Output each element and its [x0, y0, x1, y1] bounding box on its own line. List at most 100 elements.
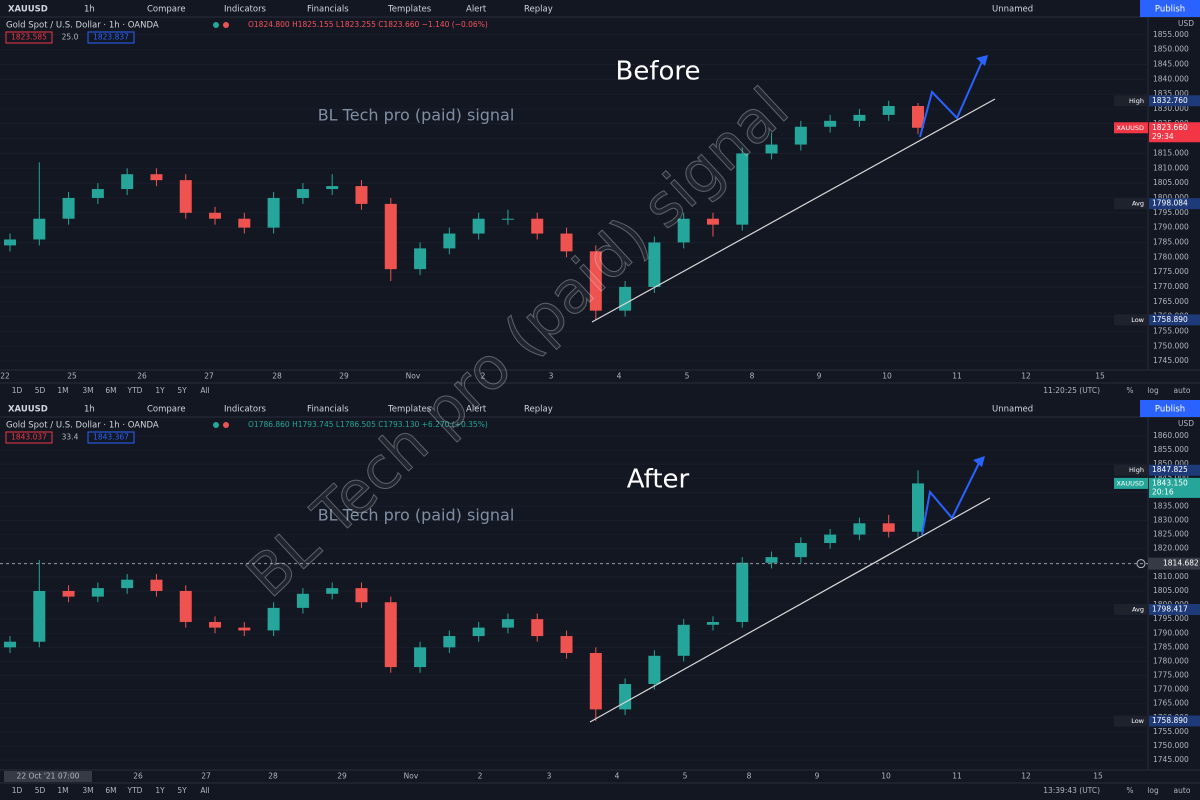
- y-tick-label: 1810.000: [1153, 163, 1189, 172]
- candle-body: [677, 218, 690, 243]
- candle-body: [33, 590, 46, 642]
- range-button[interactable]: 1Y: [155, 786, 165, 795]
- x-tick-label: 27: [204, 372, 214, 381]
- x-tick-label: 11: [952, 772, 962, 781]
- range-button[interactable]: 1M: [57, 786, 68, 795]
- status-dot: [213, 422, 219, 428]
- x-tick-label: 8: [747, 772, 752, 781]
- range-button[interactable]: 1D: [12, 386, 23, 395]
- candle-body: [121, 174, 134, 190]
- interval[interactable]: 1h: [84, 405, 95, 415]
- scale-button[interactable]: auto: [1174, 786, 1191, 795]
- y-tick-label: 1750.000: [1153, 341, 1189, 350]
- x-tick-label: 2: [481, 372, 486, 381]
- y-tick-label: 1830.000: [1153, 104, 1189, 113]
- interval[interactable]: 1h: [84, 5, 95, 15]
- scale-button[interactable]: %: [1126, 786, 1133, 795]
- range-button[interactable]: 1M: [57, 386, 68, 395]
- price-label: 1843.150: [1152, 478, 1188, 487]
- arrow-path: [919, 56, 985, 138]
- range-button[interactable]: 5D: [35, 786, 46, 795]
- x-tick-label: 8: [750, 372, 755, 381]
- range-button[interactable]: 3M: [82, 786, 93, 795]
- ask-box: [87, 431, 135, 444]
- x-tick-label: 10: [881, 772, 891, 781]
- candle-body: [677, 624, 690, 656]
- spread: 25.0: [62, 33, 79, 42]
- y-tick-label: 1800.000: [1153, 193, 1189, 202]
- range-button[interactable]: 6M: [105, 386, 116, 395]
- layout-name[interactable]: Unnamed: [992, 405, 1033, 415]
- x-tick-label: 28: [272, 372, 282, 381]
- range-button[interactable]: All: [200, 386, 209, 395]
- range-button[interactable]: 1Y: [155, 386, 165, 395]
- price-tag: XAUUSD: [1116, 479, 1144, 487]
- scale-button[interactable]: %: [1126, 386, 1133, 395]
- status-dot: [213, 22, 219, 28]
- candle-body: [706, 218, 719, 225]
- crosshair-time-box: [4, 771, 92, 782]
- price-label: 1758.890: [1152, 716, 1188, 725]
- candle-body: [355, 588, 368, 603]
- range-button[interactable]: YTD: [127, 786, 143, 795]
- price-tag-box: [1114, 464, 1148, 476]
- toolbar-button[interactable]: Financials: [307, 5, 349, 15]
- range-button[interactable]: 5D: [35, 386, 46, 395]
- symbol[interactable]: XAUUSD: [8, 405, 48, 415]
- toolbar-button[interactable]: Templates: [387, 405, 432, 415]
- range-button[interactable]: YTD: [127, 386, 143, 395]
- candle-body: [794, 126, 807, 145]
- bid: 1823.585: [11, 33, 47, 42]
- x-tick-label: 22 Oct '21 07:00: [17, 772, 80, 781]
- y-tick-label: 1830.000: [1153, 515, 1189, 524]
- range-button[interactable]: All: [200, 786, 209, 795]
- toolbar-button[interactable]: Replay: [524, 5, 553, 15]
- toolbar-button[interactable]: Compare: [147, 5, 186, 15]
- range-button[interactable]: 6M: [105, 786, 116, 795]
- price-axis: [1148, 17, 1200, 370]
- y-tick-label: 1770.000: [1153, 282, 1189, 291]
- range-button[interactable]: 1D: [12, 786, 23, 795]
- candle-body: [706, 621, 719, 625]
- toolbar-button[interactable]: Alert: [466, 405, 487, 415]
- candle-body: [794, 543, 807, 558]
- bid: 1843.037: [11, 433, 47, 442]
- symbol[interactable]: XAUUSD: [8, 5, 48, 15]
- price-tag: XAUUSD: [1116, 124, 1144, 132]
- toolbar-button[interactable]: Indicators: [224, 405, 267, 415]
- range-button[interactable]: 5Y: [177, 386, 187, 395]
- publish-button[interactable]: [1140, 0, 1200, 17]
- toolbar-button[interactable]: Compare: [147, 405, 186, 415]
- toolbar-button[interactable]: Replay: [524, 405, 553, 415]
- scale-button[interactable]: log: [1147, 386, 1159, 395]
- toolbar-button[interactable]: Indicators: [224, 5, 267, 15]
- range-button[interactable]: 5Y: [177, 786, 187, 795]
- candle-body: [589, 652, 602, 710]
- y-tick-label: 1845.000: [1153, 473, 1189, 482]
- range-button[interactable]: 3M: [82, 386, 93, 395]
- candle-body: [209, 621, 222, 628]
- y-tick-label: 1765.000: [1153, 297, 1189, 306]
- crosshair-icon: [1136, 559, 1146, 569]
- y-tick-label: 1805.000: [1153, 586, 1189, 595]
- toolbar-button[interactable]: Financials: [307, 405, 349, 415]
- price-label-box: [1149, 95, 1200, 107]
- y-tick-label: 1780.000: [1153, 252, 1189, 261]
- x-tick-label: Nov: [406, 372, 421, 381]
- candle-body: [384, 203, 397, 270]
- publish-button[interactable]: [1140, 400, 1200, 417]
- toolbar-button[interactable]: Alert: [466, 5, 487, 15]
- y-tick-label: 1850.000: [1153, 45, 1189, 54]
- y-tick-label: 1815.000: [1153, 148, 1189, 157]
- toolbar-button[interactable]: Templates: [387, 5, 432, 15]
- x-tick-label: 15: [1095, 372, 1105, 381]
- candle-body: [736, 153, 749, 225]
- scale-button[interactable]: auto: [1174, 386, 1191, 395]
- layout-name[interactable]: Unnamed: [992, 5, 1033, 15]
- ohlc: O1786.860 H1793.745 L1786.505 C1793.130 …: [248, 420, 488, 429]
- scale-button[interactable]: log: [1147, 786, 1159, 795]
- price-tag: Avg: [1132, 200, 1144, 208]
- ask: 1823.837: [93, 33, 129, 42]
- x-tick-label: 27: [201, 772, 211, 781]
